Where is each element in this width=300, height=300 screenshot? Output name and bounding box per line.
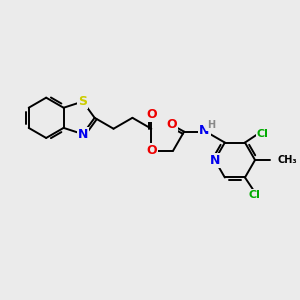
Text: Cl: Cl bbox=[257, 129, 269, 139]
Text: S: S bbox=[78, 95, 87, 108]
Text: O: O bbox=[166, 118, 177, 131]
Text: Cl: Cl bbox=[248, 190, 260, 200]
Text: O: O bbox=[146, 108, 157, 121]
Text: H: H bbox=[207, 121, 215, 130]
Text: N: N bbox=[210, 154, 220, 166]
Text: N: N bbox=[199, 124, 210, 137]
Text: CH₃: CH₃ bbox=[278, 155, 297, 165]
Text: O: O bbox=[146, 144, 157, 157]
Text: N: N bbox=[78, 128, 88, 141]
